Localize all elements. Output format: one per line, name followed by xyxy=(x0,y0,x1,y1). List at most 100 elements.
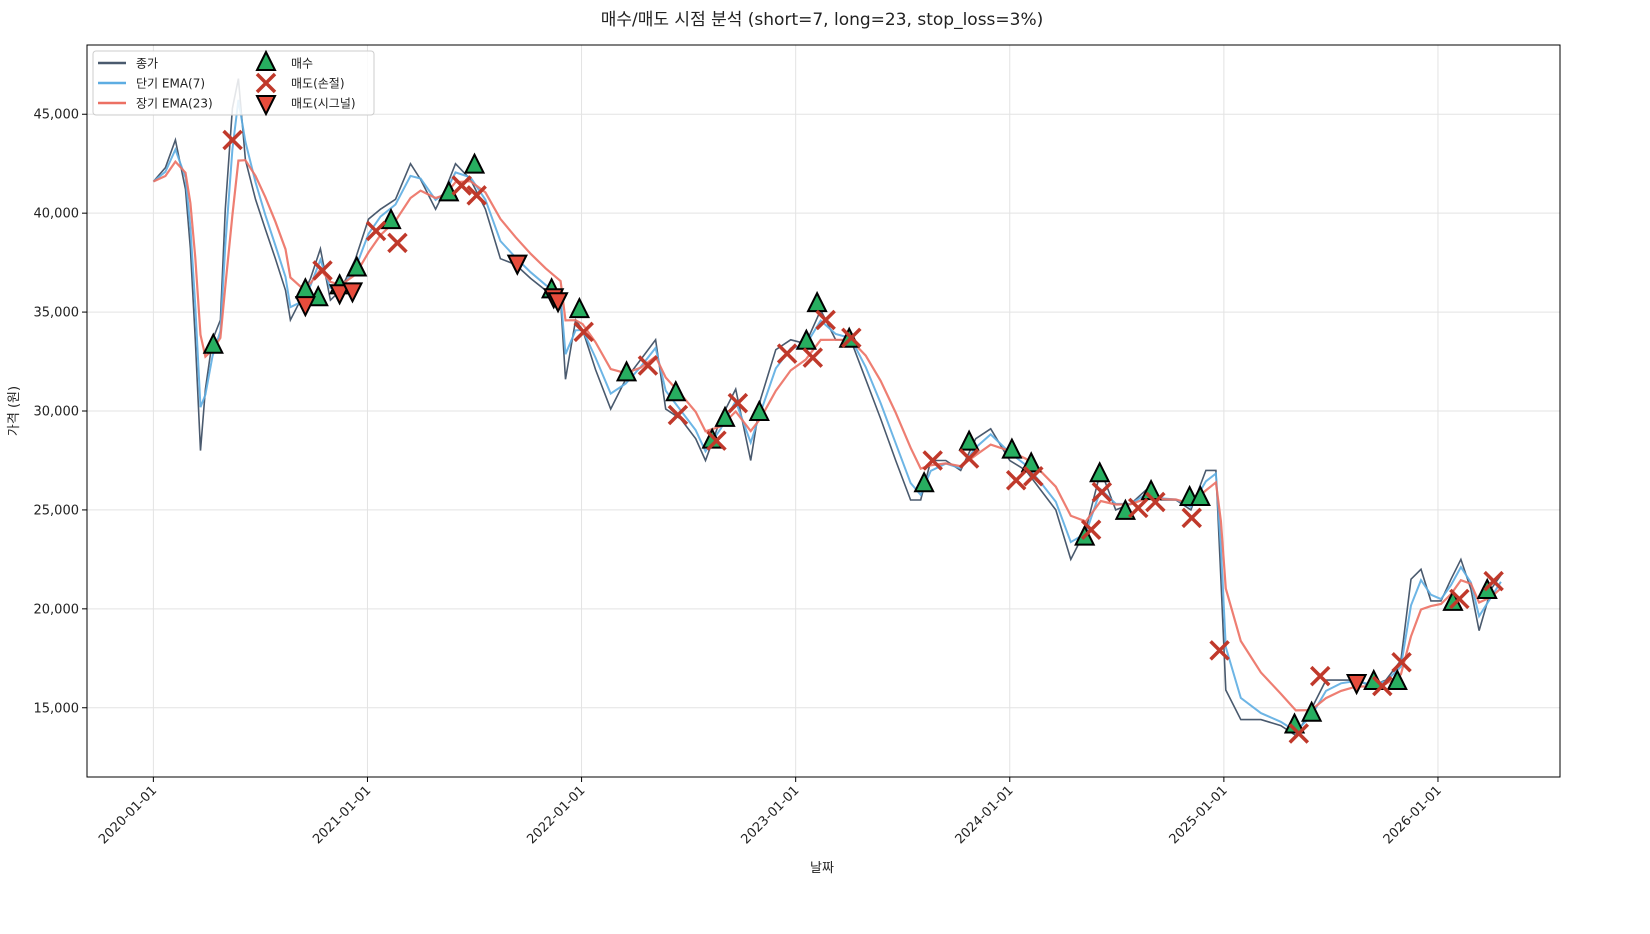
stop-loss-sell-marker xyxy=(922,450,943,471)
signal-sell-marker xyxy=(1345,674,1368,696)
stop-loss-cross-stroke xyxy=(706,430,727,451)
stop-loss-sell-marker xyxy=(706,430,727,451)
signal-sell-marker xyxy=(329,284,351,306)
buy-marker xyxy=(615,360,638,382)
stop-loss-sell-marker xyxy=(222,129,243,151)
legend-label-signal: 매도(시그널) xyxy=(291,97,356,111)
stop-loss-sell-marker xyxy=(466,185,487,206)
stop-loss-sell-marker xyxy=(573,321,594,343)
stop-loss-sell-marker xyxy=(1145,491,1166,513)
legend-signal-sell-icon xyxy=(255,95,277,117)
y-tick-label: 15,000 xyxy=(34,701,80,716)
long-ema-line xyxy=(152,159,1502,712)
buy-marker xyxy=(380,207,402,230)
stop-loss-sell-marker xyxy=(1288,723,1310,744)
markers-layer xyxy=(202,129,1504,744)
stop-loss-cross-stroke xyxy=(365,220,387,242)
stop-loss-cross-stroke xyxy=(1372,675,1393,697)
x-tick-label: 2026-01-01 xyxy=(1381,783,1445,847)
stop-loss-cross-stroke xyxy=(1127,497,1149,519)
buy-marker xyxy=(748,399,770,421)
signal-sell-marker xyxy=(547,292,569,314)
buy-marker xyxy=(1001,437,1023,459)
y-tick-label: 45,000 xyxy=(34,108,80,123)
x-tick-label: 2025-01-01 xyxy=(1167,783,1231,847)
series-layer xyxy=(152,78,1502,737)
stop-loss-sell-marker xyxy=(1091,481,1113,503)
buy-marker xyxy=(1020,451,1042,473)
stop-loss-cross-stroke xyxy=(1080,519,1102,540)
stop-loss-sell-marker xyxy=(1005,470,1027,491)
buy-marker xyxy=(1301,700,1323,722)
stop-loss-cross-stroke xyxy=(802,347,824,368)
buy-marker xyxy=(346,255,368,277)
legend-label-stop: 매도(손절) xyxy=(291,77,345,91)
stop-loss-sell-marker xyxy=(1449,588,1470,610)
buy-marker xyxy=(568,296,591,319)
buy-marker xyxy=(1189,484,1211,507)
stop-loss-sell-marker xyxy=(1080,519,1102,540)
stop-loss-cross-stroke xyxy=(312,260,333,281)
stop-loss-cross-stroke xyxy=(573,321,594,343)
stop-loss-cross-stroke xyxy=(841,327,862,349)
stop-loss-cross-stroke xyxy=(1091,481,1113,503)
y-axis-label: 가격 (원) xyxy=(7,386,22,436)
buy-marker xyxy=(1386,668,1408,691)
buy-marker xyxy=(806,290,828,313)
buy-marker xyxy=(1089,461,1111,483)
legend-label-short: 단기 EMA(7) xyxy=(136,77,205,91)
x-tick-label: 2021-01-01 xyxy=(310,783,374,847)
stop-loss-sell-marker xyxy=(451,175,472,196)
y-tick-label: 35,000 xyxy=(34,306,80,321)
signal-sell-marker xyxy=(294,296,316,318)
legend-label-close: 종가 xyxy=(136,57,158,71)
stop-loss-sell-marker xyxy=(1309,665,1331,687)
stop-loss-cross-stroke xyxy=(1449,588,1470,610)
stop-loss-sell-marker xyxy=(365,220,387,242)
chart-title: 매수/매도 시점 분석 (short=7, long=23, stop_loss… xyxy=(601,10,1044,30)
stop-loss-sell-marker xyxy=(1372,675,1393,697)
stop-loss-cross-stroke xyxy=(922,450,943,471)
stop-loss-sell-marker xyxy=(1209,640,1230,661)
stop-loss-sell-marker xyxy=(1023,466,1044,487)
stop-loss-sell-marker xyxy=(1391,652,1412,673)
signal-sell-marker xyxy=(341,282,364,304)
y-tick-label: 20,000 xyxy=(34,602,80,617)
stop-loss-sell-marker xyxy=(802,347,824,368)
stop-loss-sell-marker xyxy=(667,404,689,426)
stop-loss-cross-stroke xyxy=(667,404,689,426)
stop-loss-cross-stroke xyxy=(1145,491,1166,513)
buy-marker xyxy=(1283,712,1306,734)
stop-loss-cross-stroke xyxy=(1023,466,1044,487)
stop-loss-sell-marker xyxy=(776,343,798,364)
stop-loss-sell-marker xyxy=(1483,570,1504,592)
buy-marker xyxy=(958,429,980,451)
buy-marker xyxy=(913,470,935,493)
legend-stop-loss-icon xyxy=(255,72,277,94)
x-axis: 2020-01-01 2021-01-01 2022-01-01 2023-01-01… xyxy=(96,777,1445,847)
stop-loss-cross-stroke xyxy=(1309,665,1331,687)
y-tick-label: 40,000 xyxy=(34,207,80,222)
x-tick-label: 2024-01-01 xyxy=(953,783,1017,847)
grid xyxy=(87,45,1560,777)
stop-loss-cross-stroke xyxy=(727,392,749,414)
stop-loss-sell-marker xyxy=(1181,507,1202,529)
x-tick-label: 2023-01-01 xyxy=(738,783,802,847)
stop-loss-cross-stroke xyxy=(222,129,243,151)
legend-label-long: 장기 EMA(23) xyxy=(136,97,213,111)
stop-loss-cross-stroke xyxy=(958,448,980,469)
stop-loss-cross-stroke xyxy=(387,232,408,254)
stop-loss-cross-stroke xyxy=(255,72,277,94)
legend-buy-icon xyxy=(255,49,277,71)
stop-loss-cross-stroke xyxy=(815,309,836,331)
x-axis-label: 날짜 xyxy=(810,861,834,876)
close-price-line xyxy=(152,78,1502,737)
buy-marker xyxy=(714,405,736,427)
stop-loss-cross-stroke xyxy=(1209,640,1230,661)
stop-loss-cross-stroke xyxy=(637,355,659,376)
buy-marker xyxy=(202,332,224,354)
stop-loss-cross-stroke xyxy=(1181,507,1202,529)
stop-loss-cross-stroke xyxy=(1288,723,1310,744)
stop-loss-sell-marker xyxy=(637,355,659,376)
